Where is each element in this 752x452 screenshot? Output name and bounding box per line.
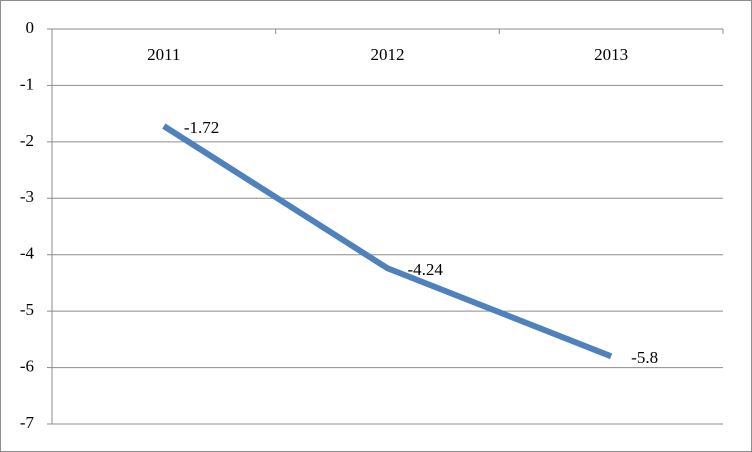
series-line (162, 123, 613, 360)
x-tick-label: 2013 (594, 45, 628, 64)
data-label: -5.8 (631, 348, 658, 367)
data-label: -4.24 (408, 260, 444, 279)
y-tick-label: -2 (20, 131, 34, 150)
y-tick-label: -7 (20, 413, 35, 432)
y-tick-label: 0 (26, 18, 35, 37)
y-tick-label: -1 (20, 74, 34, 93)
y-tick-label: -5 (20, 300, 34, 319)
y-tick-label: -6 (20, 356, 34, 375)
x-tick-label: 2012 (371, 45, 405, 64)
y-tick-label: -4 (20, 244, 35, 263)
y-tick-label: -3 (20, 187, 34, 206)
x-tick-label: 2011 (147, 45, 180, 64)
data-label: -1.72 (184, 118, 219, 137)
